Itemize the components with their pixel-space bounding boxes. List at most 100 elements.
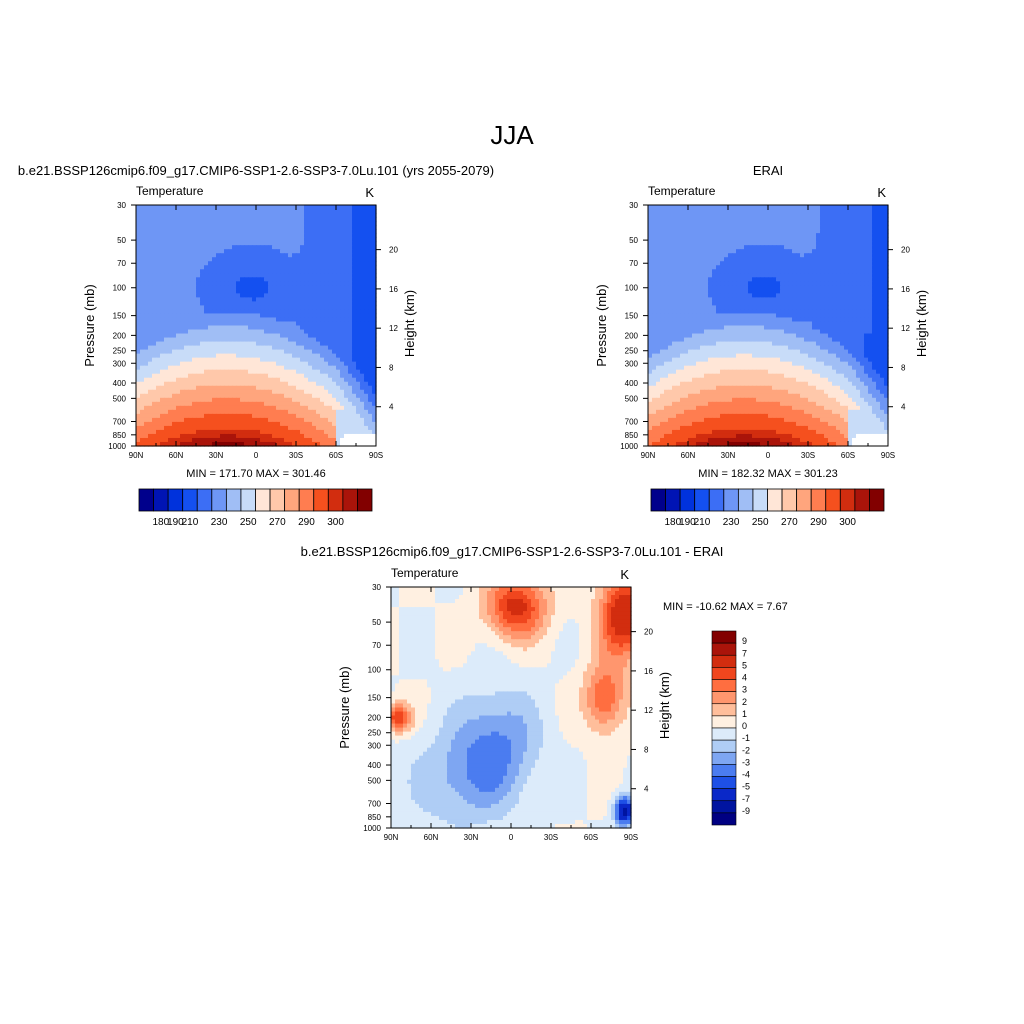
contour-cell <box>176 285 181 290</box>
contour-cell <box>284 365 289 371</box>
contour-cell <box>352 381 357 387</box>
contour-cell <box>200 261 205 266</box>
contour-cell <box>316 261 321 266</box>
contour-cell <box>164 265 169 270</box>
contour-cell <box>748 257 753 262</box>
contour-cell <box>288 345 293 351</box>
contour-cell <box>172 241 177 246</box>
contour-cell <box>228 341 233 347</box>
contour-cell <box>352 297 357 302</box>
contour-cell <box>304 249 309 254</box>
contour-cell <box>244 405 249 411</box>
contour-cell <box>300 389 305 395</box>
contour-cell <box>184 401 189 407</box>
contour-cell <box>184 281 189 286</box>
contour-cell <box>152 361 157 367</box>
contour-cell <box>188 373 193 379</box>
contour-cell <box>680 241 685 246</box>
contour-cell <box>152 325 157 331</box>
contour-cell <box>676 273 681 278</box>
contour-cell <box>300 229 305 234</box>
contour-cell <box>292 277 297 282</box>
contour-cell <box>208 377 213 383</box>
contour-cell <box>156 297 161 302</box>
contour-cell <box>660 237 665 242</box>
contour-cell <box>652 229 657 234</box>
contour-cell <box>652 241 657 246</box>
contour-cell <box>836 233 841 238</box>
contour-cell <box>168 309 173 315</box>
contour-cell <box>772 245 777 250</box>
contour-cell <box>804 229 809 234</box>
contour-cell <box>288 397 293 403</box>
contour-cell <box>340 217 345 222</box>
contour-cell <box>136 377 141 383</box>
contour-cell <box>156 377 161 383</box>
contour-cell <box>276 237 281 242</box>
contour-cell <box>296 317 301 323</box>
contour-cell <box>328 441 333 447</box>
contour-cell <box>324 337 329 343</box>
contour-cell <box>168 273 173 278</box>
contour-cell <box>224 269 229 274</box>
contour-cell <box>696 253 701 258</box>
contour-cell <box>228 301 233 307</box>
contour-cell <box>312 393 317 399</box>
contour-cell <box>320 249 325 254</box>
contour-cell <box>204 285 209 290</box>
contour-cell <box>368 397 373 403</box>
contour-cell <box>752 213 757 218</box>
contour-cell <box>332 409 337 415</box>
contour-cell <box>184 269 189 274</box>
contour-cell <box>212 361 217 367</box>
contour-cell <box>172 281 177 286</box>
contour-cell <box>140 369 145 375</box>
contour-cell <box>684 233 689 238</box>
contour-cell <box>276 377 281 383</box>
contour-cell <box>220 285 225 290</box>
contour-cell <box>272 257 277 262</box>
contour-cell <box>668 205 673 210</box>
contour-cell <box>224 389 229 395</box>
contour-cell <box>312 337 317 343</box>
contour-cell <box>336 421 341 427</box>
contour-cell <box>752 225 757 230</box>
contour-cell <box>320 389 325 395</box>
contour-cell <box>296 373 301 379</box>
contour-cell <box>208 441 213 447</box>
contour-cell <box>256 317 261 323</box>
contour-cell <box>308 241 313 246</box>
contour-cell <box>360 205 365 210</box>
contour-cell <box>856 205 861 210</box>
contour-cell <box>732 253 737 258</box>
contour-cell <box>292 425 297 431</box>
contour-cell <box>136 429 141 435</box>
contour-cell <box>656 253 661 258</box>
contour-cell <box>176 401 181 407</box>
contour-cell <box>344 393 349 399</box>
contour-cell <box>320 421 325 427</box>
contour-cell <box>824 269 829 274</box>
contour-cell <box>256 249 261 254</box>
contour-cell <box>348 225 353 230</box>
contour-cell <box>300 253 305 258</box>
contour-cell <box>312 357 317 363</box>
contour-cell <box>236 433 241 439</box>
contour-cell <box>292 397 297 403</box>
contour-cell <box>228 329 233 335</box>
contour-cell <box>268 345 273 351</box>
contour-cell <box>312 365 317 371</box>
contour-cell <box>228 241 233 246</box>
contour-cell <box>356 401 361 407</box>
contour-cell <box>264 233 269 238</box>
contour-cell <box>212 273 217 278</box>
contour-cell <box>156 305 161 311</box>
contour-cell <box>284 357 289 363</box>
contour-cell <box>192 241 197 246</box>
contour-cell <box>684 245 689 250</box>
contour-cell <box>364 233 369 238</box>
contour-cell <box>740 245 745 250</box>
contour-cell <box>716 221 721 226</box>
contour-cell <box>212 405 217 411</box>
contour-cell <box>224 237 229 242</box>
